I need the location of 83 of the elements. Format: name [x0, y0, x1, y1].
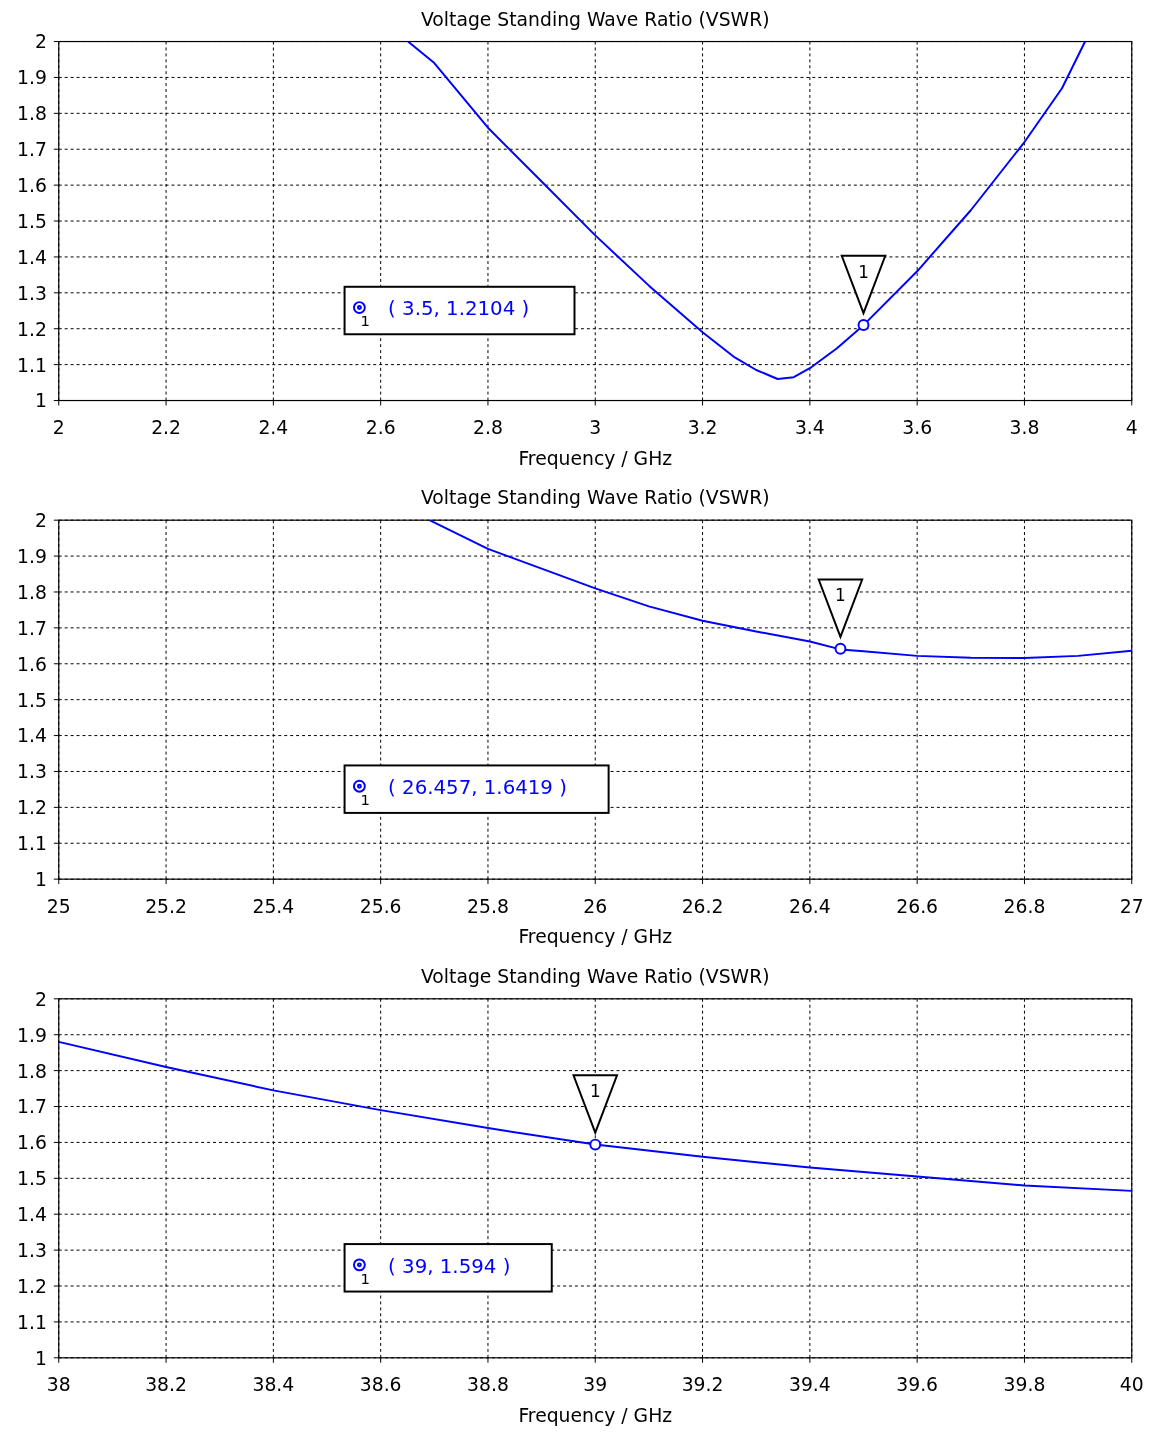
y-tick-label: 1.1: [17, 354, 47, 376]
y-tick-label: 1.6: [17, 653, 47, 675]
x-tick-label: 39.2: [681, 1374, 724, 1396]
annotation: ( 26.457, 1.6419 ): [388, 776, 567, 800]
y-tick-label: 1.8: [17, 103, 47, 125]
x-tick-label: 25.4: [252, 895, 295, 917]
y-tick-label: 2: [34, 988, 47, 1010]
x-tick-label: 3.8: [1009, 417, 1040, 439]
y-tick-label: 1.4: [17, 725, 47, 747]
y-tick-label: 1.9: [17, 67, 47, 89]
y-tick-label: 1.5: [17, 210, 47, 232]
y-tick-label: 1: [34, 390, 47, 412]
line-series: [58, 1040, 1132, 1192]
y-tick-label: 1.8: [17, 1060, 47, 1082]
x-tick-label: 3.6: [902, 417, 933, 439]
y-tick-label: 2: [34, 31, 47, 53]
x-tick-label: 25.8: [467, 895, 509, 917]
x-tick-label: 39: [583, 1374, 608, 1396]
y-tick-label: 1.1: [17, 833, 47, 855]
x-tick-label: 27: [1119, 895, 1144, 917]
y-tick-label: 1: [34, 1347, 47, 1369]
y-tick-label: 1.5: [17, 689, 47, 711]
annotation: 1: [589, 1081, 601, 1102]
y-tick-label: 1.3: [17, 282, 47, 304]
y-tick-label: 1.6: [17, 1132, 47, 1154]
y-tick-label: 1: [34, 869, 47, 891]
x-tick-label: 39.6: [896, 1374, 939, 1396]
x-tick-label: 39.8: [1003, 1374, 1046, 1396]
y-tick-label: 1.6: [17, 175, 47, 197]
y-tick-label: 1.4: [17, 246, 47, 268]
x-tick-label: 39.4: [788, 1374, 831, 1396]
annotation: ( 3.5, 1.2104 ): [388, 297, 530, 321]
y-tick-label: 1.2: [17, 318, 47, 340]
x-tick-label: 2: [52, 417, 65, 439]
x-tick-label: 2.6: [365, 417, 396, 439]
chart-title: Voltage Standing Wave Ratio (VSWR): [421, 966, 770, 987]
x-tick-label: 38.2: [145, 1374, 187, 1396]
annotation: 1: [360, 790, 371, 808]
x-tick-label: 26.2: [681, 895, 724, 917]
x-tick-label: 38.8: [467, 1374, 509, 1396]
x-tick-label: 3.2: [687, 417, 718, 439]
annotation: ( 39, 1.594 ): [388, 1254, 511, 1278]
y-tick-label: 1.7: [17, 617, 47, 639]
x-tick-label: 3: [589, 417, 602, 439]
x-tick-label: 25.6: [359, 895, 402, 917]
annotation: 1: [858, 261, 869, 282]
x-axis-title: Frequency / GHz: [518, 1405, 673, 1427]
y-tick-label: 1.5: [17, 1168, 47, 1190]
x-tick-label: 40: [1119, 1374, 1144, 1396]
x-tick-label: 25.2: [145, 895, 187, 917]
y-tick-label: 1.1: [17, 1311, 47, 1333]
x-tick-label: 38.6: [359, 1374, 402, 1396]
y-tick-label: 1.2: [17, 797, 47, 819]
y-tick-label: 1.8: [17, 581, 47, 603]
y-tick-label: 1.9: [17, 546, 47, 567]
x-axis-title: Frequency / GHz: [518, 447, 673, 469]
x-tick-label: 38: [46, 1374, 71, 1396]
chart-title: Voltage Standing Wave Ratio (VSWR): [421, 487, 770, 509]
chart-title: Voltage Standing Wave Ratio (VSWR): [421, 8, 770, 30]
x-tick-label: 4: [1125, 417, 1138, 439]
annotation: 1: [360, 312, 371, 330]
x-tick-label: 38.4: [252, 1374, 295, 1396]
y-tick-label: 1.3: [17, 1240, 47, 1262]
x-tick-label: 2.4: [258, 417, 289, 439]
x-tick-label: 2.8: [473, 417, 503, 439]
y-tick-label: 1.9: [17, 1024, 47, 1046]
annotation: 1: [835, 585, 846, 606]
x-tick-label: 26.6: [896, 895, 939, 917]
x-tick-label: 26.4: [788, 895, 831, 917]
annotation: 1: [360, 1269, 371, 1287]
x-tick-label: 25: [46, 895, 71, 917]
y-tick-label: 1.3: [17, 761, 47, 783]
x-tick-label: 26: [583, 895, 608, 917]
line-series: [428, 520, 1132, 660]
y-tick-label: 1.4: [17, 1204, 47, 1226]
y-tick-label: 1.2: [17, 1275, 47, 1297]
x-tick-label: 3.4: [794, 417, 825, 439]
y-tick-label: 1.7: [17, 1096, 47, 1118]
x-axis-title: Frequency / GHz: [518, 926, 673, 948]
y-tick-label: 1.7: [17, 139, 47, 161]
x-tick-label: 26.8: [1003, 895, 1046, 917]
x-tick-label: 2.2: [151, 417, 181, 439]
y-tick-label: 2: [34, 510, 47, 532]
